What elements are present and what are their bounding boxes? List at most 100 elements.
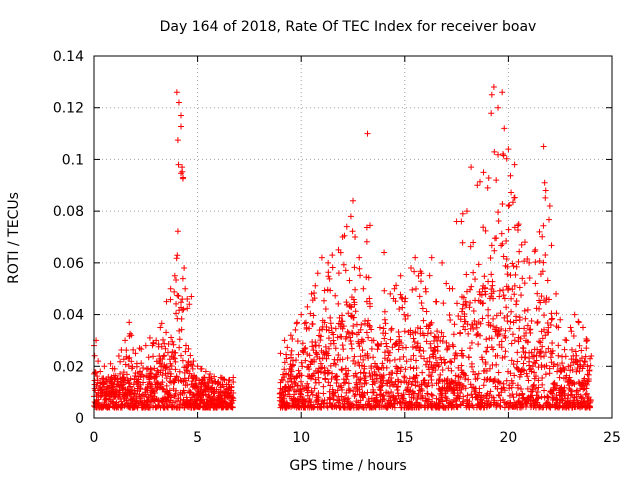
data-point <box>458 347 465 354</box>
data-point <box>339 318 346 325</box>
data-point <box>179 164 186 171</box>
data-point <box>501 353 508 360</box>
chart-title: Day 164 of 2018, Rate Of TEC Index for r… <box>160 19 537 35</box>
data-point <box>472 371 479 378</box>
data-point <box>281 395 288 402</box>
data-point <box>457 330 464 337</box>
data-point <box>319 355 326 362</box>
data-point <box>153 337 160 344</box>
data-point <box>582 353 589 360</box>
data-point <box>167 296 174 303</box>
data-point <box>533 352 540 359</box>
data-point <box>512 271 519 278</box>
data-point <box>417 278 424 285</box>
data-point <box>327 287 334 294</box>
data-point <box>421 377 428 384</box>
data-point <box>92 387 99 394</box>
data-point <box>159 385 166 392</box>
data-point <box>295 367 302 374</box>
data-point <box>412 328 419 335</box>
data-point <box>304 380 311 387</box>
data-point <box>416 347 423 354</box>
data-point <box>223 386 230 393</box>
data-point <box>584 337 591 344</box>
data-point <box>182 348 189 355</box>
data-point <box>526 326 533 333</box>
data-point <box>338 366 345 373</box>
data-point <box>573 387 580 394</box>
data-point <box>328 325 335 332</box>
data-point <box>157 324 164 331</box>
data-point <box>428 377 435 384</box>
data-point <box>365 317 372 324</box>
data-point <box>320 370 327 377</box>
data-point <box>548 316 555 323</box>
data-point <box>451 355 458 362</box>
data-point <box>438 329 445 336</box>
data-point <box>306 366 313 373</box>
data-point <box>188 293 195 300</box>
data-point <box>584 363 591 370</box>
data-point <box>514 349 521 356</box>
data-point <box>495 369 502 376</box>
data-point <box>150 353 157 360</box>
data-point <box>573 352 580 359</box>
data-point <box>339 342 346 349</box>
data-point <box>359 347 366 354</box>
data-point <box>509 199 516 206</box>
data-point <box>342 267 349 274</box>
data-point <box>471 388 478 395</box>
data-point <box>565 382 572 389</box>
data-point <box>199 389 206 396</box>
data-point <box>357 379 364 386</box>
data-point <box>494 352 501 359</box>
data-point <box>382 320 389 327</box>
data-point <box>396 336 403 343</box>
data-point <box>440 356 447 363</box>
data-point <box>329 252 336 259</box>
data-point <box>505 146 512 153</box>
data-point <box>410 335 417 342</box>
data-point <box>466 398 473 405</box>
data-point <box>549 347 556 354</box>
data-point <box>325 269 332 276</box>
data-point <box>432 355 439 362</box>
data-point <box>386 383 393 390</box>
data-point <box>163 329 170 336</box>
data-point <box>490 394 497 401</box>
data-point <box>561 367 568 374</box>
data-point <box>352 360 359 367</box>
data-point <box>230 374 237 381</box>
data-point <box>379 374 386 381</box>
x-tick-label: 5 <box>193 430 202 446</box>
data-point <box>376 386 383 393</box>
data-point <box>279 377 286 384</box>
data-point <box>467 381 474 388</box>
data-point <box>366 322 373 329</box>
data-point <box>503 237 510 244</box>
data-point <box>481 285 488 292</box>
data-point <box>351 264 358 271</box>
data-point <box>402 295 409 302</box>
data-point <box>316 379 323 386</box>
data-point <box>314 270 321 277</box>
data-point <box>561 346 568 353</box>
data-point <box>316 355 323 362</box>
data-point <box>568 356 575 363</box>
y-tick-label: 0.06 <box>53 256 84 272</box>
data-point <box>375 365 382 372</box>
data-point <box>395 329 402 336</box>
data-point <box>535 377 542 384</box>
data-point <box>194 363 201 370</box>
data-point <box>311 295 318 302</box>
data-point <box>549 350 556 357</box>
data-point <box>178 112 185 119</box>
data-point <box>127 375 134 382</box>
data-point <box>361 390 368 397</box>
data-point <box>508 295 515 302</box>
data-point <box>538 293 545 300</box>
data-point <box>532 360 539 367</box>
data-point <box>580 386 587 393</box>
data-point <box>321 365 328 372</box>
data-point <box>511 337 518 344</box>
